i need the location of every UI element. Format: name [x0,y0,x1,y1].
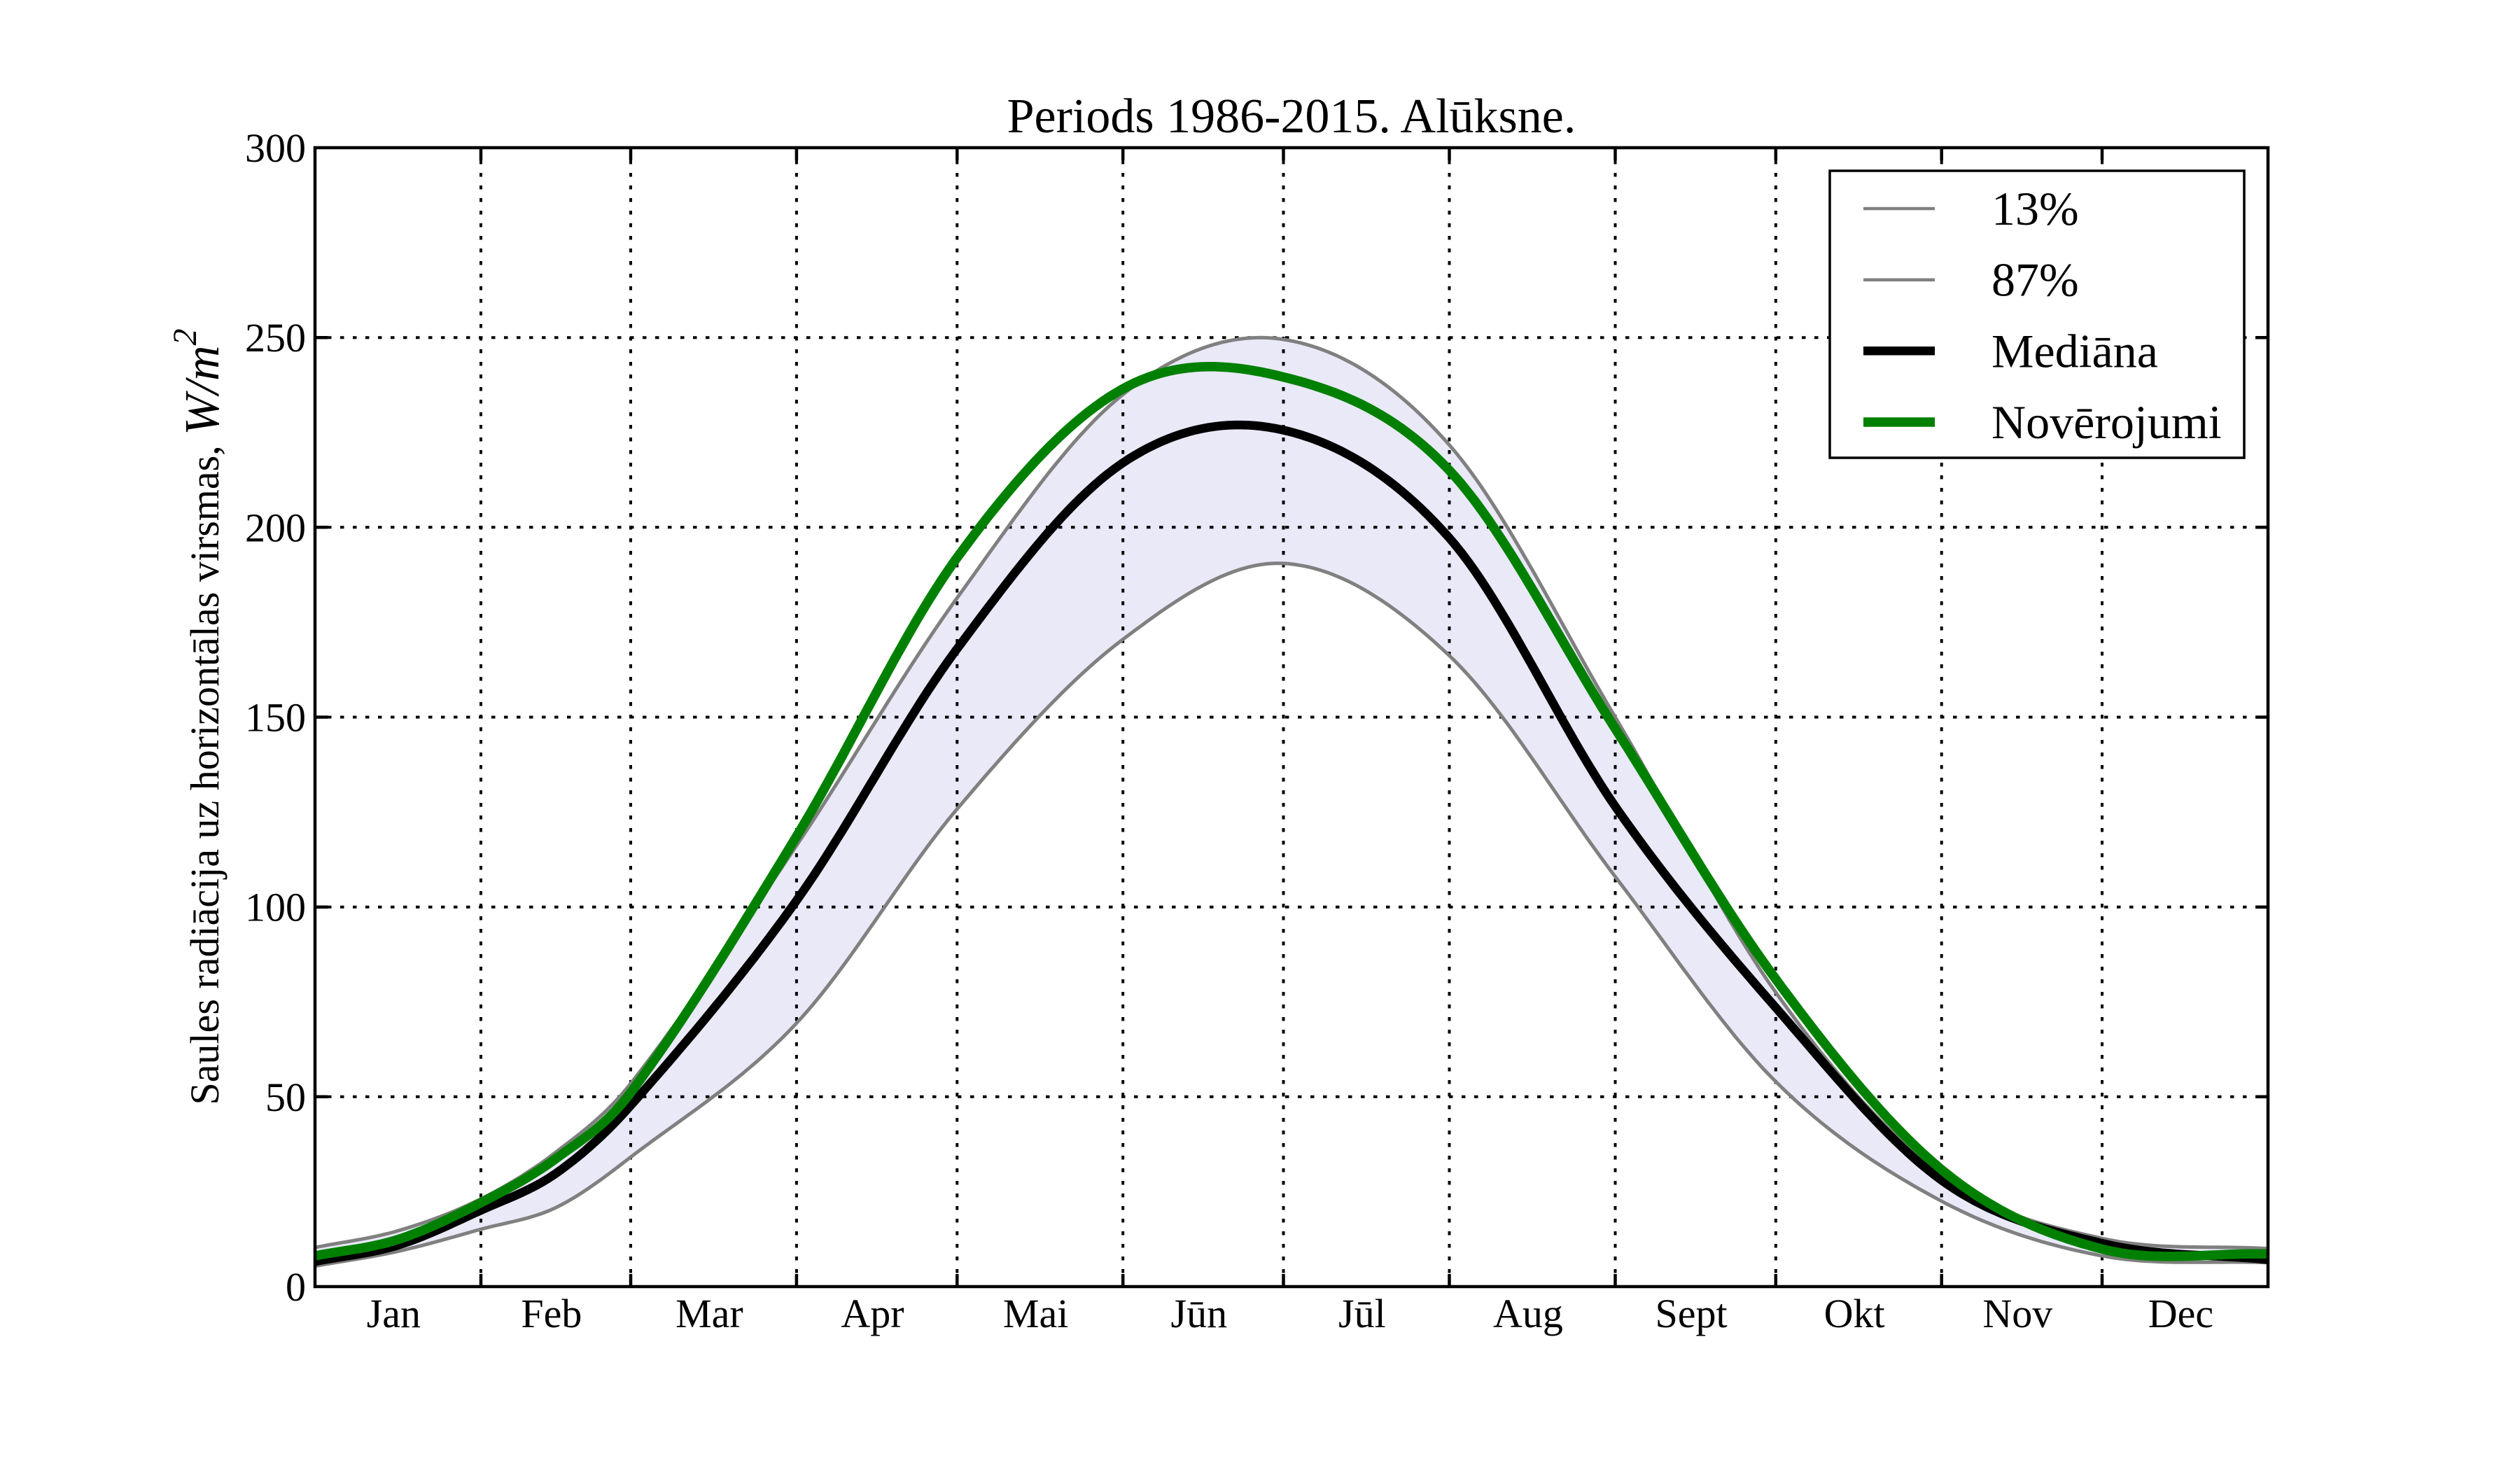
svg-text:Sept: Sept [1655,1291,1727,1336]
svg-text:Apr: Apr [841,1291,904,1336]
svg-text:0: 0 [286,1264,306,1310]
svg-text:Mai: Mai [1003,1291,1068,1336]
svg-text:200: 200 [245,505,306,550]
svg-text:50: 50 [265,1074,306,1120]
svg-text:100: 100 [245,885,306,930]
svg-text:150: 150 [245,695,306,741]
svg-text:Mar: Mar [676,1291,743,1336]
svg-text:Okt: Okt [1824,1291,1885,1336]
svg-text:Jūn: Jūn [1171,1291,1228,1336]
svg-text:13%: 13% [1991,182,2079,235]
svg-text:Nov: Nov [1982,1291,2052,1336]
svg-text:Novērojumi: Novērojumi [1991,396,2222,449]
svg-text:Jan: Jan [367,1291,421,1336]
svg-text:300: 300 [245,125,306,171]
svg-text:87%: 87% [1991,253,2079,307]
svg-text:Mediāna: Mediāna [1991,324,2158,377]
svg-text:250: 250 [245,315,306,360]
svg-text:Periods 1986-2015. Alūksne.: Periods 1986-2015. Alūksne. [1007,90,1576,144]
svg-text:Feb: Feb [521,1291,582,1336]
svg-text:Dec: Dec [2148,1291,2213,1336]
svg-text:Aug: Aug [1493,1291,1563,1336]
svg-text:Jūl: Jūl [1338,1291,1386,1336]
